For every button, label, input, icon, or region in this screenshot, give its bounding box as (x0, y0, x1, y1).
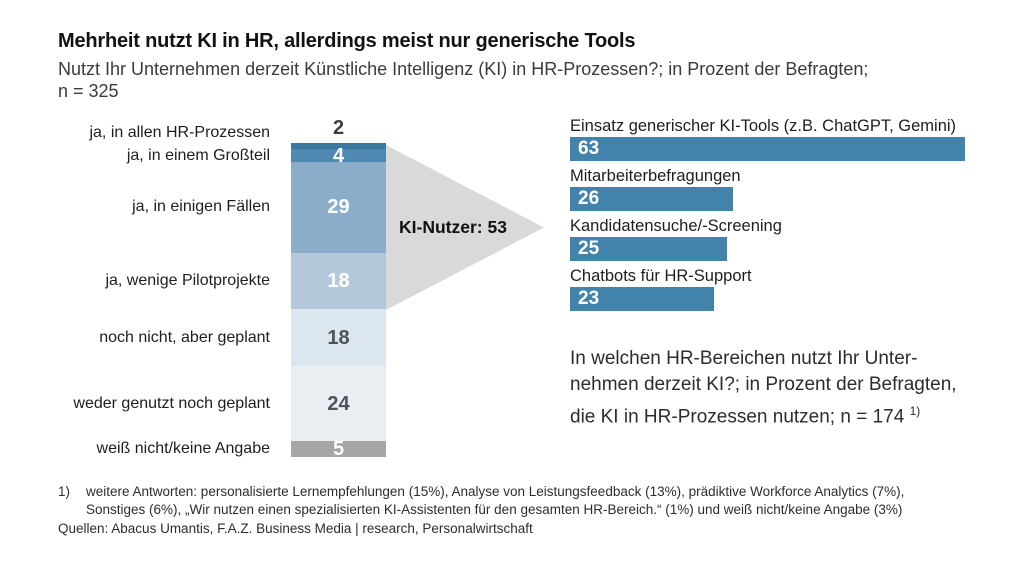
segment-value: 18 (327, 326, 350, 349)
hbar: 63 (570, 137, 965, 161)
footnote: 1) weitere Antworten: personalisierte Le… (58, 483, 1003, 518)
hbar-row: Einsatz generischer KI-Tools (z.B. ChatG… (570, 116, 1000, 161)
subtitle-line-1: Nutzt Ihr Unternehmen derzeit Künstliche… (58, 59, 869, 79)
footnote-marker: 1) (58, 484, 71, 499)
stacked-bar-segment: 2 (291, 118, 386, 150)
hbar-row: Kandidatensuche/-Screening 25 (570, 216, 1000, 261)
subtitle-line-2: n = 325 (58, 81, 119, 101)
hbar-row: Mitarbeiterbefragungen 26 (570, 166, 1000, 211)
stacked-category-label: ja, in allen HR-Prozessen (89, 124, 270, 141)
sources-line: Quellen: Abacus Umantis, F.A.Z. Business… (58, 521, 533, 536)
stacked-bar-segment: 18 (291, 252, 386, 310)
stacked-bar-segment: 24 (291, 365, 386, 442)
hbar-category-label: Kandidatensuche/-Screening (570, 217, 782, 235)
hbar-category-label: Einsatz generischer KI-Tools (z.B. ChatG… (570, 117, 957, 135)
right-chart-caption: In welchen HR-Bereichen nutzt Ihr Unter-… (570, 346, 957, 430)
stacked-category-label: ja, wenige Pilotprojekte (105, 272, 270, 290)
segment-value: 18 (327, 270, 350, 293)
stacked-category-label: noch nicht, aber geplant (99, 328, 270, 346)
stacked-bar-segment: 29 (291, 161, 386, 253)
hbar-value: 63 (578, 138, 600, 159)
caption-line-3: die KI in HR-Prozessen nutzen; n = 174 1… (570, 398, 957, 430)
stacked-category-label: weder genutzt noch geplant (73, 394, 270, 412)
hbar-category-label: Mitarbeiterbefragungen (570, 167, 741, 185)
caption-line-1: In welchen HR-Bereichen nutzt Ihr Unter- (570, 348, 918, 369)
page-title: Mehrheit nutzt KI in HR, allerdings meis… (58, 30, 636, 52)
caption-line-3-text: die KI in HR-Prozessen nutzen; n = 174 (570, 406, 905, 428)
segment-value: 4 (332, 144, 345, 167)
segment-value: 2 (332, 117, 345, 139)
segment-value: 24 (327, 392, 350, 415)
stacked-category-label: ja, in einem Großteil (126, 146, 270, 164)
hbar: 23 (570, 287, 715, 311)
hbar-value: 26 (578, 188, 600, 209)
stacked-category-label: ja, in einigen Fällen (132, 198, 270, 216)
caption-line-2: nehmen derzeit KI?; in Prozent der Befra… (570, 374, 957, 395)
footnote-text: weitere Antworten: personalisierte Lerne… (86, 483, 904, 518)
footnote-line-2: Sonstiges (6%), „Wir nutzen einen spezia… (86, 501, 903, 517)
stacked-bar-segment: 18 (291, 309, 386, 366)
hbar: 26 (570, 187, 734, 211)
footnote-reference: 1) (909, 404, 921, 418)
segment-value: 5 (332, 438, 345, 461)
stacked-bar-segment: 5 (291, 438, 386, 461)
stacked-bar-category-labels: ja, in allen HR-Prozessen ja, in einem Gr… (40, 0, 270, 480)
ki-nutzer-annotation: KI-Nutzer: 53 (399, 217, 507, 237)
segment-value: 29 (327, 196, 350, 219)
hbar-value: 25 (578, 238, 600, 259)
hbar-chart: Einsatz generischer KI-Tools (z.B. ChatG… (570, 116, 1000, 316)
stacked-bar-segment: 4 (291, 144, 386, 167)
stacked-category-label: weiß nicht/keine Angabe (96, 440, 270, 458)
hbar-row: Chatbots für HR-Support 23 (570, 266, 1000, 311)
stacked-bar: 2 4 29 18 18 24 5 (291, 118, 386, 461)
hbar-value: 23 (578, 288, 600, 309)
hbar: 25 (570, 237, 727, 261)
hbar-category-label: Chatbots für HR-Support (570, 267, 752, 285)
footnote-line-1: weitere Antworten: personalisierte Lerne… (86, 484, 905, 499)
